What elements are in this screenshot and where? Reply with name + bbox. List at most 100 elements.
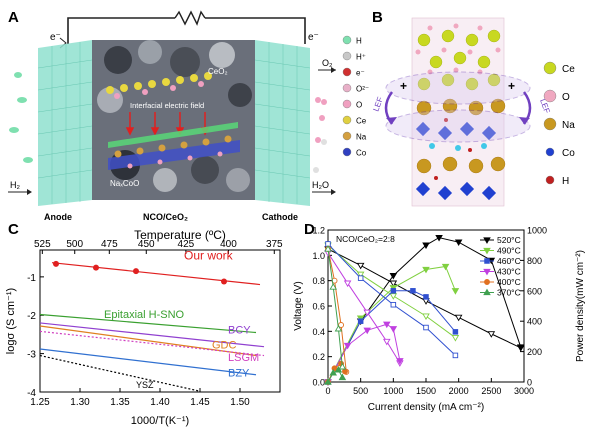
electron-right-label: e⁻	[308, 32, 319, 43]
legend-a-label: Co	[356, 149, 367, 158]
power-curve	[327, 265, 456, 383]
data-point	[423, 294, 429, 300]
lef-ring-bottom	[385, 109, 531, 143]
data-point	[389, 272, 398, 280]
top-tick-label: 425	[178, 239, 195, 250]
lef-arrowhead-left	[386, 117, 397, 124]
legend-b-swatch	[545, 175, 555, 185]
series-line	[39, 322, 265, 348]
molecules	[9, 72, 327, 173]
data-point	[334, 365, 343, 373]
data-point	[396, 358, 404, 365]
proton-band	[108, 122, 238, 148]
y2-tick-label: 0	[527, 378, 532, 388]
voltage-curve	[327, 248, 343, 367]
data-point	[483, 237, 491, 244]
x-tick-label: 1.50	[230, 397, 250, 408]
panel-a-letter: A	[8, 9, 19, 26]
data-point	[435, 234, 443, 242]
legend-a-label: H⁺	[356, 53, 366, 62]
legend-b-swatch	[545, 147, 555, 157]
voltage-curve	[327, 243, 456, 356]
x-tick-label: 1500	[416, 386, 436, 396]
y2-tick-label: 1000	[527, 226, 547, 236]
anode-label: Anode	[44, 212, 72, 222]
h2-arrowhead	[27, 189, 32, 195]
legend-a-swatch	[342, 115, 352, 125]
data-point	[483, 247, 491, 255]
legend-label: 490°C	[497, 246, 521, 256]
data-point	[483, 288, 491, 296]
data-point	[451, 288, 460, 295]
data-point	[343, 342, 352, 350]
panel-b-letter: B	[372, 9, 383, 26]
data-point	[422, 242, 430, 250]
panel-c-letter: C	[8, 221, 19, 238]
data-point	[343, 280, 352, 288]
data-point	[324, 378, 332, 385]
legend-b-swatch	[543, 117, 557, 131]
circuit-wire	[67, 17, 306, 44]
data-point	[338, 322, 345, 328]
top-tick-label: 475	[101, 239, 118, 250]
h2o-arrowhead	[331, 189, 336, 195]
series-label: BCY	[228, 324, 251, 336]
y-tick-label: 0.6	[312, 302, 325, 312]
data-point	[389, 326, 398, 333]
series-line	[39, 330, 265, 357]
resistor-icon	[174, 10, 206, 26]
data-point	[93, 264, 99, 271]
legend-b-label: O	[562, 92, 570, 103]
chart-c-ylabel: logσ (S cm⁻¹)	[5, 288, 17, 354]
y2-tick-label: 600	[527, 286, 542, 296]
legend-a-swatch	[342, 99, 352, 109]
lef-arrowhead-right	[519, 117, 530, 124]
data-point	[383, 338, 391, 346]
data-point	[389, 293, 398, 300]
data-point	[389, 280, 398, 288]
legend-b-label: Ce	[562, 64, 575, 75]
plus-left-label: +	[400, 79, 407, 93]
anode-mesh	[37, 42, 93, 204]
naxcoo-label: NaₓCoO	[110, 179, 139, 188]
data-point	[356, 271, 365, 279]
data-point	[452, 329, 459, 335]
data-point	[53, 260, 59, 267]
legend-b-label: Co	[562, 148, 575, 159]
legend-a-swatch	[342, 35, 352, 45]
data-point	[516, 344, 525, 351]
h2o-label: H₂O	[312, 180, 329, 190]
x-tick-label: 1.45	[190, 397, 210, 408]
top-tick-label: 400	[220, 239, 237, 250]
data-point	[423, 324, 429, 331]
legend-a: H H⁺ e⁻ O²⁻ O Ce Na Co	[342, 35, 369, 158]
lef-left-label: LEF	[371, 96, 385, 113]
x-tick-label: 500	[353, 386, 368, 396]
lef-ring-top	[385, 71, 531, 105]
x-tick-label: 1.40	[150, 397, 170, 408]
x-tick-label: 2500	[481, 386, 501, 396]
series-line	[39, 354, 201, 392]
chart-c-xlabel: 1000/T(K⁻¹)	[131, 415, 189, 427]
x-tick-label: 3000	[514, 386, 534, 396]
data-point	[324, 245, 332, 252]
ceo2-layer	[106, 72, 212, 99]
legend-b: Ce O Na Co H	[543, 61, 575, 187]
h2-label: H₂	[10, 180, 20, 190]
data-point	[356, 262, 365, 270]
data-point	[133, 268, 139, 275]
legend-a-swatch	[342, 67, 352, 77]
legend-a-label: e⁻	[356, 69, 365, 78]
data-point	[441, 263, 450, 271]
legend-a-swatch	[342, 51, 352, 61]
data-point	[338, 362, 347, 370]
y-tick-label: 1.2	[312, 226, 325, 236]
x-tick-label: 0	[325, 386, 330, 396]
series-line	[39, 348, 257, 376]
series-label: BZY	[228, 368, 250, 380]
chart-d-annotation: NCO/CeO₂=2:8	[336, 234, 395, 244]
data-point	[383, 321, 391, 329]
y-tick-label: 0.2	[312, 352, 325, 362]
panel-d-letter: D	[304, 221, 315, 238]
electron-left-label: e⁻	[50, 32, 61, 43]
